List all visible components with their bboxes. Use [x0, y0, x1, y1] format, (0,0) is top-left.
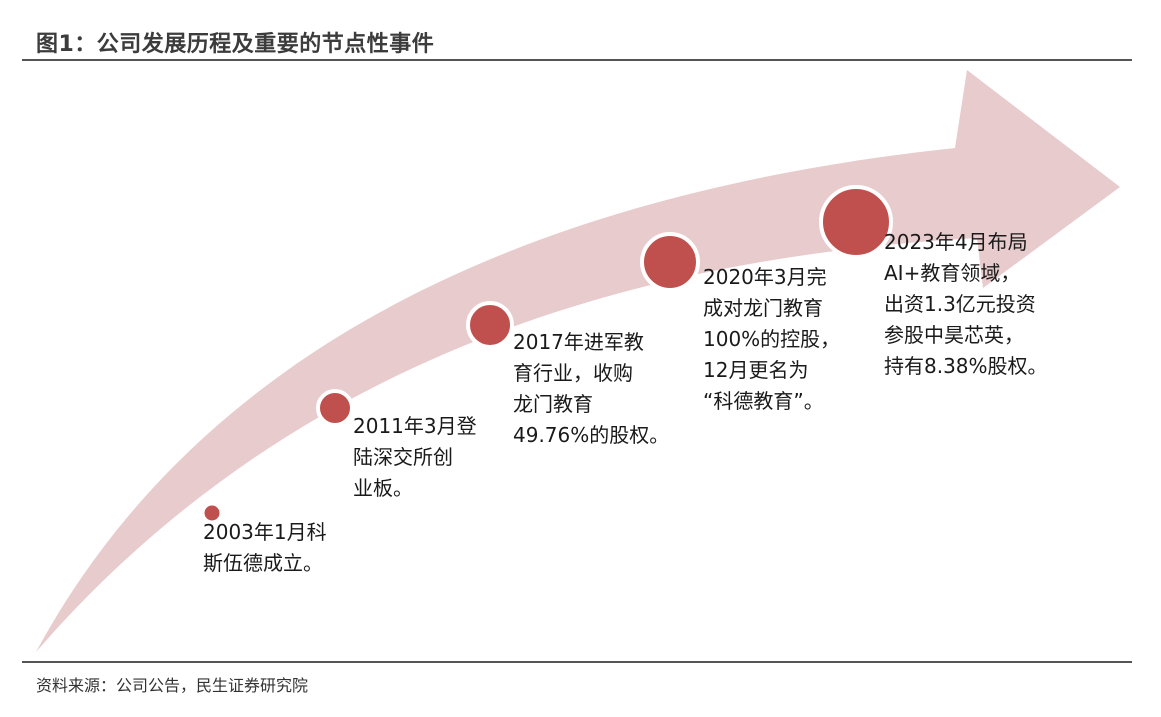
event-line: 2003年1月科 [203, 520, 327, 544]
event-line: 成对龙门教育 [703, 296, 823, 320]
event-line: 斯伍德成立。 [203, 551, 323, 575]
event-line: 参股中昊芯英， [884, 323, 1024, 347]
node-2003 [201, 502, 223, 524]
event-line: 2023年4月布局 [884, 230, 1028, 254]
event-line: 2011年3月登 [353, 414, 477, 438]
event-2003: 2003年1月科 斯伍德成立。 [203, 517, 327, 579]
event-line: 2020年3月完 [703, 265, 827, 289]
node-2023 [819, 185, 893, 259]
event-2023: 2023年4月布局 AI+教育领域， 出资1.3亿元投资 参股中昊芯英， 持有8… [884, 227, 1048, 382]
bottom-rule [22, 661, 1132, 663]
event-line: “科德教育”。 [703, 389, 824, 413]
event-line: 持有8.38%股权。 [884, 354, 1048, 378]
event-line: 陆深交所创 [353, 445, 453, 469]
event-line: 49.76%的股权。 [513, 423, 670, 447]
source-note: 资料来源：公司公告，民生证券研究院 [36, 676, 309, 695]
node-2011 [316, 389, 354, 427]
event-line: 龙门教育 [513, 392, 593, 416]
event-2020: 2020年3月完 成对龙门教育 100%的控股， 12月更名为 “科德教育”。 [703, 262, 840, 417]
event-line: AI+教育领域， [884, 261, 1021, 285]
event-line: 业板。 [353, 476, 413, 500]
node-2020 [640, 232, 700, 292]
node-2017 [466, 301, 514, 349]
event-2011: 2011年3月登 陆深交所创 业板。 [353, 411, 477, 504]
event-line: 育行业，收购 [513, 361, 633, 385]
top-rule [22, 59, 1132, 61]
event-line: 100%的控股， [703, 327, 841, 351]
event-line: 出资1.3亿元投资 [884, 292, 1036, 316]
event-line: 12月更名为 [703, 358, 809, 382]
event-2017: 2017年进军教 育行业，收购 龙门教育 49.76%的股权。 [513, 327, 669, 451]
event-line: 2017年进军教 [513, 330, 644, 354]
figure-title: 图1：公司发展历程及重要的节点性事件 [36, 32, 435, 57]
